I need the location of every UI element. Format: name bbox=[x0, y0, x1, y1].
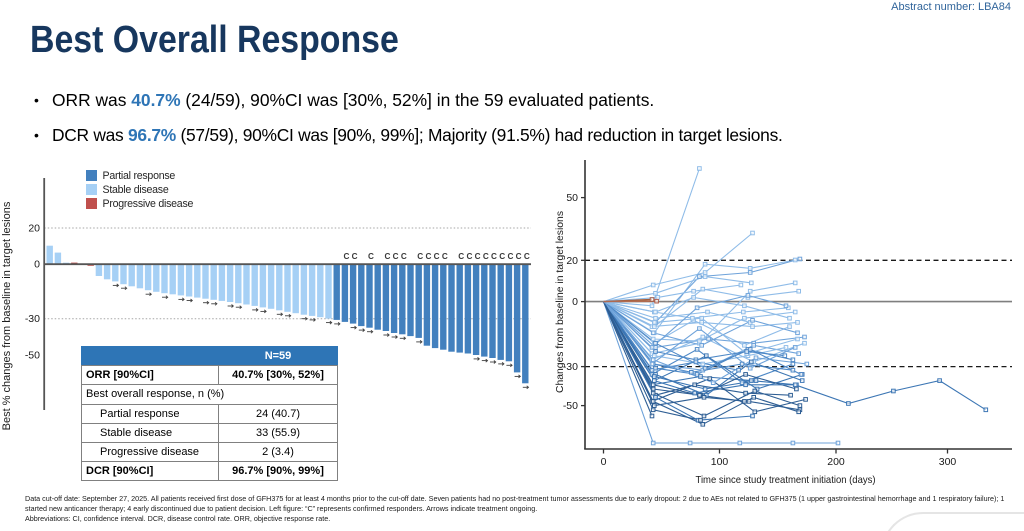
svg-text:Best % changes from baseline i: Best % changes from baseline in target l… bbox=[1, 201, 13, 430]
svg-text:-50: -50 bbox=[25, 350, 40, 362]
svg-text:Time since study treatment ini: Time since study treatment initiation (d… bbox=[696, 474, 876, 486]
svg-text:50: 50 bbox=[566, 192, 578, 204]
svg-text:Changes from baseline in targe: Changes from baseline in target lesions bbox=[554, 211, 566, 393]
svg-text:0: 0 bbox=[572, 296, 578, 308]
svg-text:300: 300 bbox=[939, 456, 957, 468]
svg-text:C: C bbox=[499, 252, 505, 261]
svg-text:20: 20 bbox=[566, 255, 578, 267]
svg-text:-30: -30 bbox=[25, 313, 40, 325]
svg-text:C: C bbox=[442, 252, 448, 261]
svg-text:-50: -50 bbox=[563, 400, 578, 412]
svg-text:0: 0 bbox=[34, 259, 40, 271]
svg-text:C: C bbox=[458, 252, 464, 261]
svg-text:200: 200 bbox=[827, 456, 845, 468]
svg-text:C: C bbox=[524, 252, 530, 261]
svg-text:C: C bbox=[507, 252, 513, 261]
svg-text:C: C bbox=[343, 252, 349, 261]
svg-text:100: 100 bbox=[711, 456, 729, 468]
svg-text:C: C bbox=[434, 252, 440, 261]
svg-text:C: C bbox=[393, 252, 399, 261]
svg-text:-30: -30 bbox=[563, 361, 578, 373]
svg-text:C: C bbox=[401, 252, 407, 261]
svg-text:C: C bbox=[483, 252, 489, 261]
svg-text:C: C bbox=[368, 252, 374, 261]
svg-text:C: C bbox=[352, 252, 358, 261]
svg-text:C: C bbox=[425, 252, 431, 261]
svg-text:C: C bbox=[475, 252, 481, 261]
svg-text:C: C bbox=[491, 252, 497, 261]
svg-text:C: C bbox=[384, 252, 390, 261]
svg-text:C: C bbox=[417, 252, 423, 261]
svg-text:20: 20 bbox=[28, 223, 40, 235]
svg-text:C: C bbox=[516, 252, 522, 261]
svg-text:0: 0 bbox=[601, 456, 607, 468]
svg-text:C: C bbox=[466, 252, 472, 261]
